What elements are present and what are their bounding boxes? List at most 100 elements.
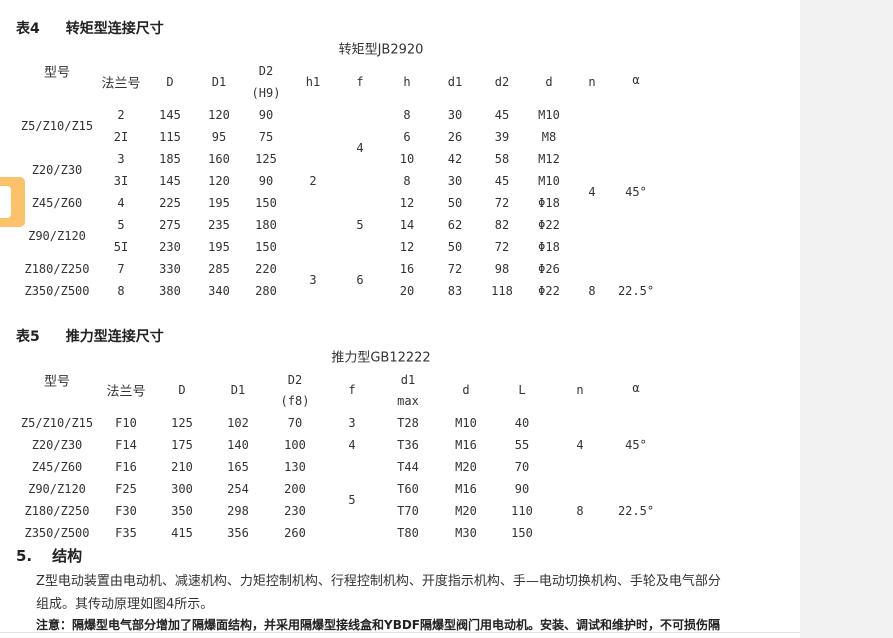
table5-cell: T36 — [397, 438, 419, 452]
table4-cell: 39 — [494, 130, 510, 144]
table4-n: 4 — [588, 185, 596, 199]
table4-cell: 125 — [255, 152, 277, 166]
table5-cell: 260 — [284, 526, 306, 540]
table4-cell: 82 — [494, 218, 510, 232]
table5-cell: M16 — [455, 438, 477, 452]
table5-cell: 55 — [514, 438, 530, 452]
table4-model: Z20/Z30 — [31, 163, 83, 177]
table4-cell: 235 — [208, 218, 230, 232]
table5-f: 5 — [348, 493, 356, 507]
table4-cell: 45 — [494, 108, 510, 122]
table4-title: 转矩型连接尺寸 — [65, 21, 164, 37]
table5-cell: F30 — [115, 504, 137, 518]
table4-cell: 20 — [399, 284, 415, 298]
table4-header-D1: D1 — [211, 75, 227, 89]
table5-n: 4 — [576, 438, 584, 452]
table5-cell: 230 — [284, 504, 306, 518]
table4-cell: 12 — [399, 196, 415, 210]
table4-cell: 6 — [403, 130, 411, 144]
table4-cell: 7 — [117, 262, 125, 276]
table5-cell: 100 — [284, 438, 306, 452]
table4-header-model: 型号 — [43, 65, 71, 81]
table4-cell: 26 — [447, 130, 463, 144]
table4-header-d: d — [545, 75, 553, 89]
right-gutter — [800, 0, 893, 638]
table4-cell: 72 — [494, 240, 510, 254]
table5-cell: M20 — [455, 460, 477, 474]
table4-cell: 4 — [117, 196, 125, 210]
table4-cell: 195 — [208, 240, 230, 254]
table5-f: 4 — [348, 438, 356, 452]
table4-cell: Φ22 — [538, 284, 560, 298]
table4-cell: M12 — [538, 152, 560, 166]
table4-cell: 16 — [399, 262, 415, 276]
table5-cell: F10 — [115, 416, 137, 430]
table5-cell: 165 — [227, 460, 249, 474]
table5-f: 3 — [348, 416, 356, 430]
table4-model: Z350/Z500 — [24, 284, 90, 298]
paragraph-line-2: 组成。其传动原理如图4所示。 — [36, 597, 214, 612]
table4-model: Z5/Z10/Z15 — [20, 119, 94, 133]
table5-cell: F35 — [115, 526, 137, 540]
table4-cell: 195 — [208, 196, 230, 210]
table5-alpha: 22.5° — [617, 504, 655, 518]
table5-cell: 415 — [171, 526, 193, 540]
table4-model: Z90/Z120 — [28, 229, 86, 243]
table4-model: Z180/Z250 — [24, 262, 90, 276]
table4-subtitle: 转矩型JB2920 — [338, 42, 424, 58]
table4-cell: 2I — [113, 130, 129, 144]
table4-n: 8 — [588, 284, 596, 298]
table4-cell: 10 — [399, 152, 415, 166]
table4-cell: 3 — [117, 152, 125, 166]
table4-header-flange: 法兰号 — [101, 76, 141, 92]
table4-cell: 75 — [258, 130, 274, 144]
tab-icon — [0, 186, 11, 218]
table5-cell: 125 — [171, 416, 193, 430]
table5-cell: Z5/Z10/Z15 — [20, 416, 94, 430]
table4-cell: 220 — [255, 262, 277, 276]
table5-cell: F16 — [115, 460, 137, 474]
table5-cell: 356 — [227, 526, 249, 540]
table4-cell: 160 — [208, 152, 230, 166]
table4-cell: 98 — [494, 262, 510, 276]
table5-cell: Z350/Z500 — [24, 526, 90, 540]
table5-n: 8 — [576, 504, 584, 518]
table4-cell: 120 — [208, 108, 230, 122]
table4-cell: Φ26 — [538, 262, 560, 276]
table5-header-D1: D1 — [230, 383, 246, 397]
table4-cell: M8 — [541, 130, 557, 144]
table4-header-n: n — [588, 75, 596, 89]
table4-cell: 90 — [258, 108, 274, 122]
table4-cell: 8 — [403, 174, 411, 188]
table4-label: 表4 — [16, 21, 40, 37]
table5-cell: 175 — [171, 438, 193, 452]
table5-header-D2_sub: (f8) — [280, 394, 310, 408]
table5-cell: Z20/Z30 — [31, 438, 83, 452]
table4-cell: 225 — [159, 196, 181, 210]
table5-header-L: L — [518, 383, 526, 397]
table4-cell: 120 — [208, 174, 230, 188]
table4-cell: 8 — [117, 284, 125, 298]
table5-cell: 300 — [171, 482, 193, 496]
table5-header-n: n — [576, 383, 584, 397]
table4-cell: 72 — [494, 196, 510, 210]
table4-cell: 115 — [159, 130, 181, 144]
table4-cell: Φ18 — [538, 196, 560, 210]
table4-cell: 45 — [494, 174, 510, 188]
table5-cell: 140 — [227, 438, 249, 452]
table5-cell: Z90/Z120 — [28, 482, 86, 496]
table5-cell: 90 — [514, 482, 530, 496]
table5-cell: 70 — [287, 416, 303, 430]
table5-header-flange: 法兰号 — [106, 384, 146, 400]
floating-side-tab[interactable] — [0, 177, 25, 227]
table4-cell: 30 — [447, 108, 463, 122]
table4-cell: 5I — [113, 240, 129, 254]
table5-cell: 150 — [511, 526, 533, 540]
table5-header-f: f — [348, 383, 356, 397]
table5-cell: 70 — [514, 460, 530, 474]
table5-cell: T28 — [397, 416, 419, 430]
table4-cell: 5 — [117, 218, 125, 232]
paragraph-line-1: Z型电动装置由电动机、减速机构、力矩控制机构、行程控制机构、开度指示机构、手—电… — [36, 574, 721, 589]
table5-cell: 102 — [227, 416, 249, 430]
table5-cell: 254 — [227, 482, 249, 496]
